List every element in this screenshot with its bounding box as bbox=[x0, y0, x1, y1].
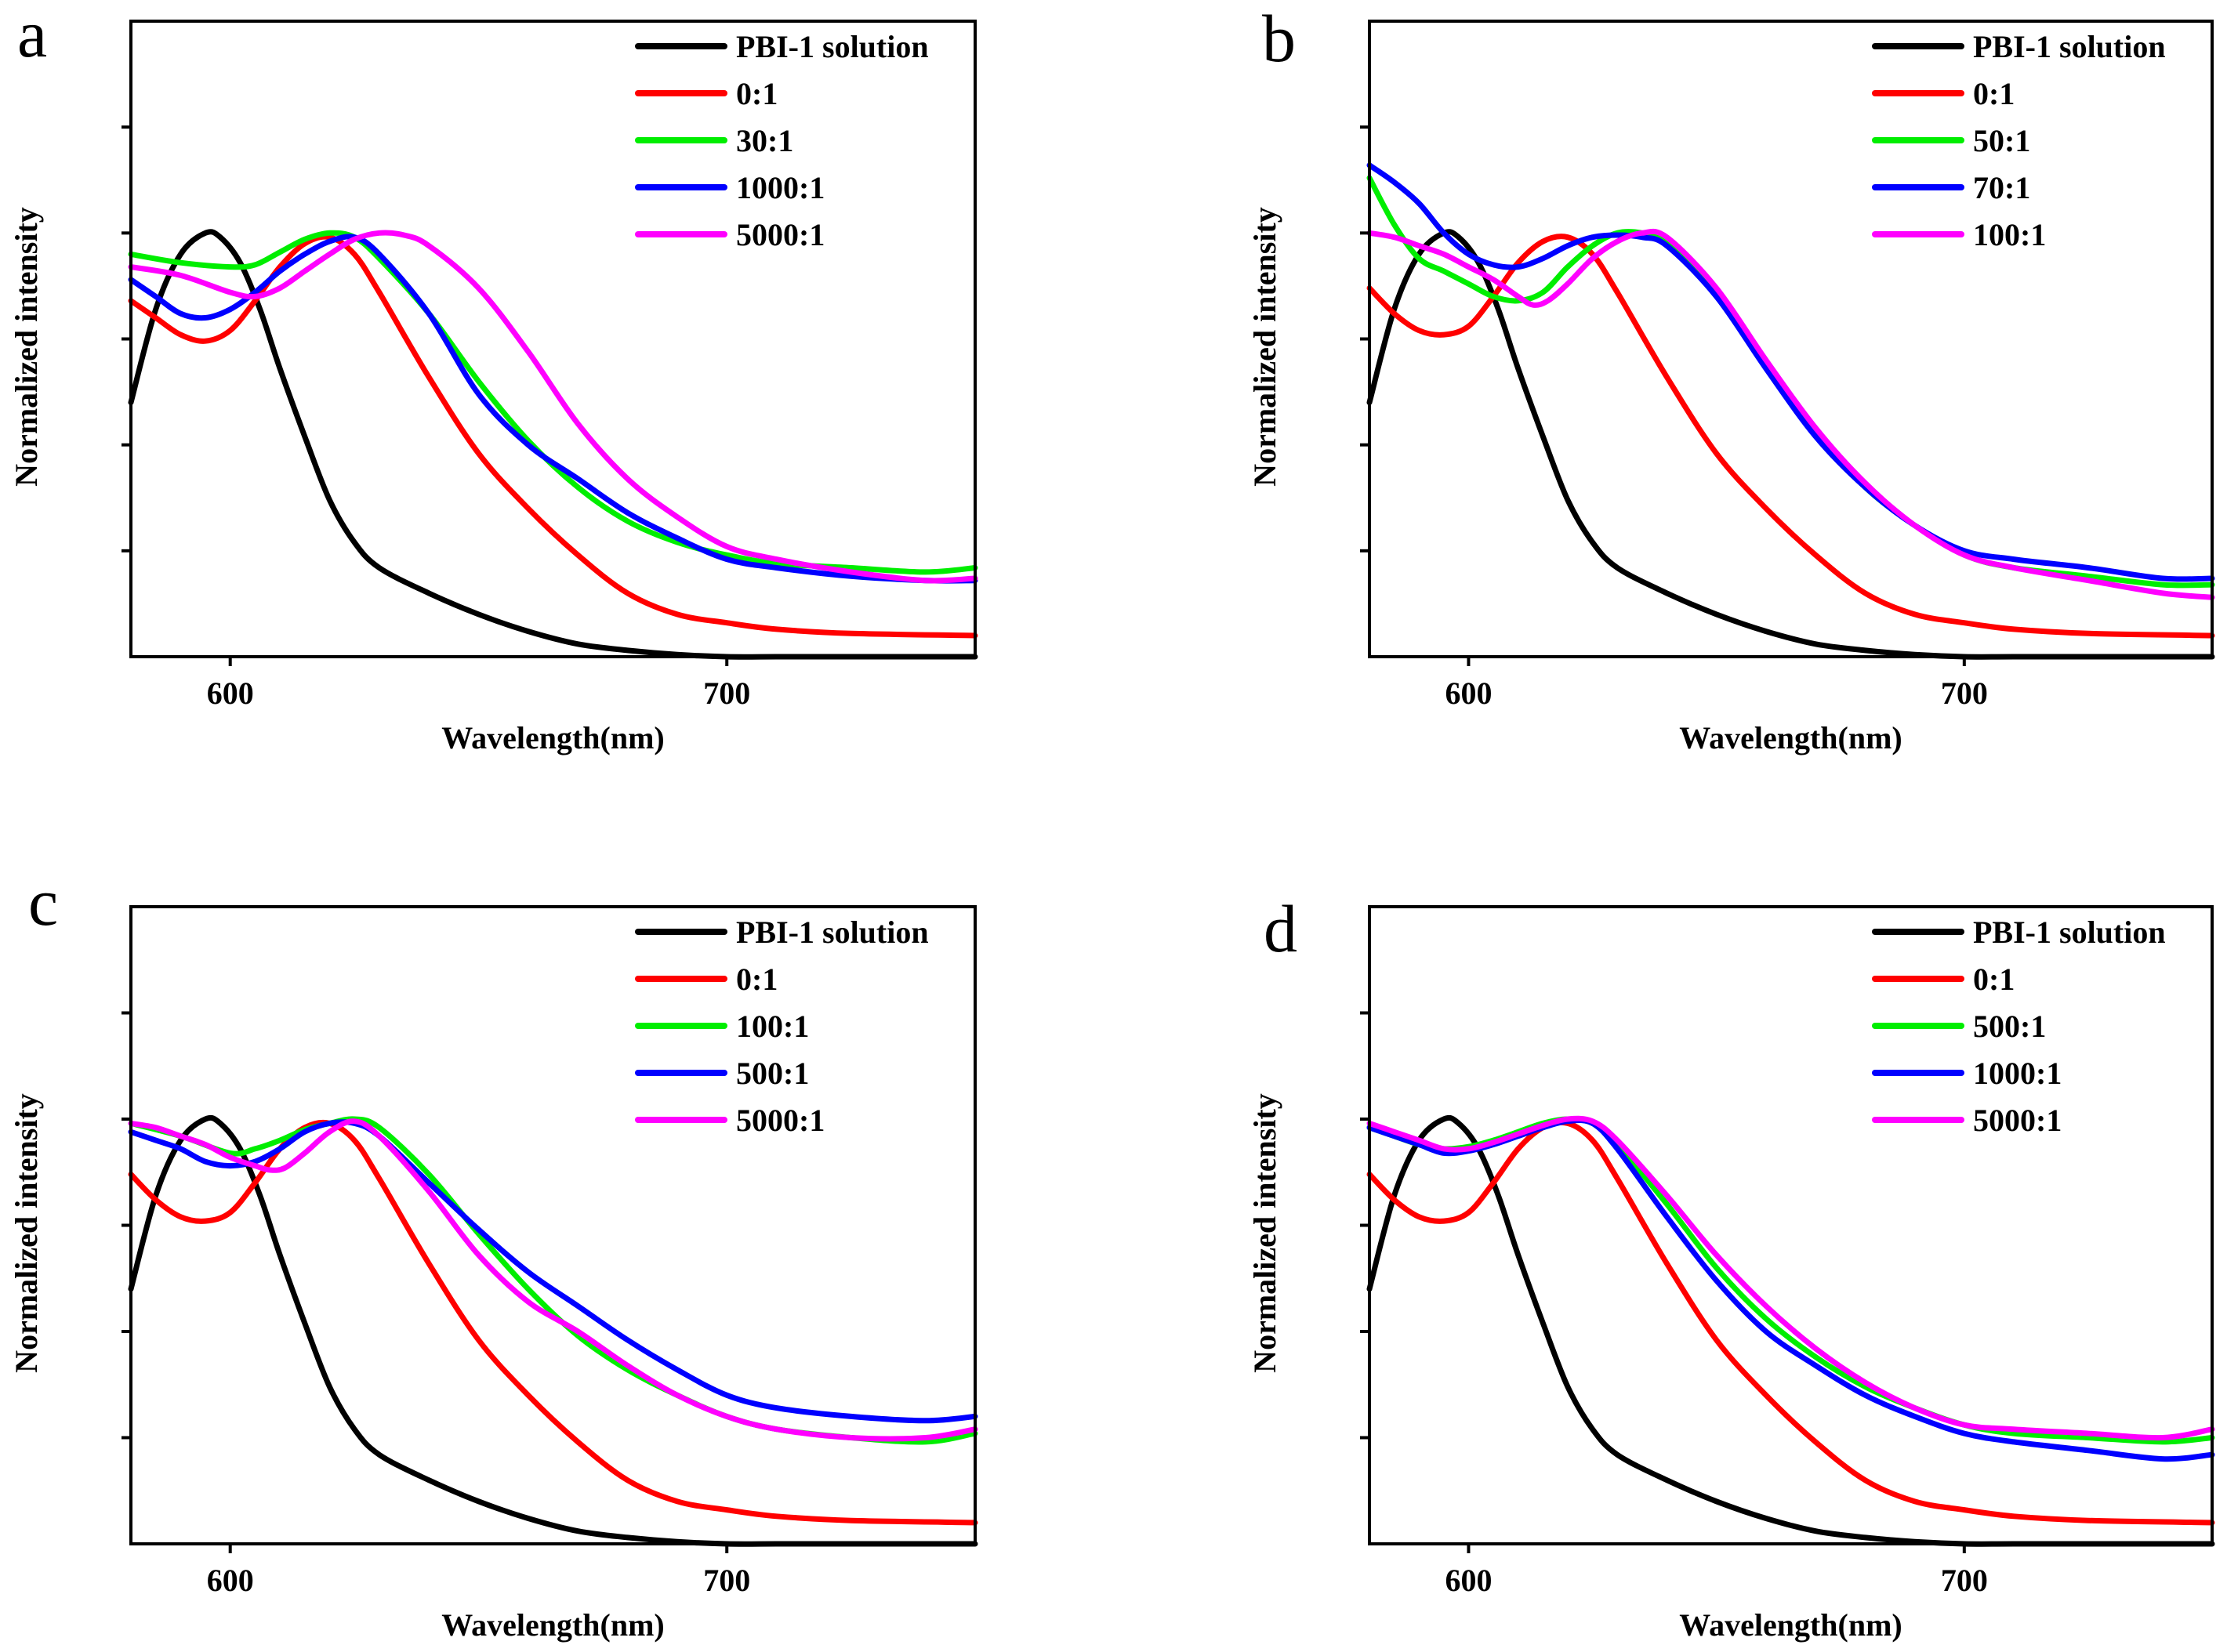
series-line-1 bbox=[128, 1119, 978, 1526]
legend-label-4: 5000:1 bbox=[736, 217, 825, 252]
series-line-3 bbox=[128, 234, 978, 584]
legend-label-2: 100:1 bbox=[736, 1009, 809, 1044]
series-line-3 bbox=[1366, 162, 2215, 582]
legend-label-2: 500:1 bbox=[1973, 1009, 2046, 1044]
legend: PBI-1 solution 0:1 500:1 1000:1 5000:1 bbox=[1872, 915, 2166, 1138]
plot-frame bbox=[129, 20, 977, 658]
panel-b: b 600 700 Wavelength(nm) Normalized intensit… bbox=[1247, 1, 2215, 755]
x-tick-label: 600 bbox=[207, 1563, 254, 1598]
series-group bbox=[1366, 162, 2215, 660]
x-tick-label: 600 bbox=[1445, 1563, 1492, 1598]
legend-label-4: 5000:1 bbox=[1973, 1103, 2062, 1138]
series-line-4 bbox=[1366, 228, 2215, 600]
legend-label-3: 500:1 bbox=[736, 1056, 809, 1091]
series-group bbox=[1366, 1114, 2215, 1547]
series-group bbox=[128, 1114, 978, 1547]
x-axis-title: Wavelength(nm) bbox=[1679, 720, 1902, 755]
series-line-2 bbox=[1366, 175, 2215, 589]
panel-letter: d bbox=[1264, 891, 1297, 966]
legend-label-3: 1000:1 bbox=[1973, 1056, 2062, 1091]
y-axis-title: Normalized intensity bbox=[1247, 207, 1282, 487]
series-line-4 bbox=[128, 230, 978, 584]
panel-c: c 600 700 Wavelength(nm) Normalized intensit… bbox=[9, 864, 978, 1643]
plot-frame bbox=[1368, 20, 2214, 658]
x-axis-title: Wavelength(nm) bbox=[441, 720, 664, 755]
x-tick-label: 600 bbox=[1445, 676, 1492, 711]
x-tick-label: 700 bbox=[1941, 1563, 1988, 1598]
legend-label-4: 100:1 bbox=[1973, 217, 2046, 252]
series-line-3 bbox=[1366, 1118, 2215, 1462]
legend-label-1: 0:1 bbox=[1973, 962, 2015, 997]
legend-label-2: 50:1 bbox=[1973, 123, 2030, 158]
legend: PBI-1 solution 0:1 100:1 500:1 5000:1 bbox=[635, 915, 929, 1138]
legend-label-0: PBI-1 solution bbox=[736, 915, 929, 950]
legend-label-1: 0:1 bbox=[736, 962, 778, 997]
series-line-1 bbox=[1366, 1119, 2215, 1526]
plot-frame bbox=[129, 905, 977, 1545]
legend: PBI-1 solution 0:1 30:1 1000:1 5000:1 bbox=[635, 29, 929, 252]
panel-letter: b bbox=[1262, 1, 1296, 76]
series-group bbox=[128, 229, 978, 660]
y-axis-title: Normalized intensity bbox=[1247, 1093, 1282, 1373]
legend-label-3: 70:1 bbox=[1973, 170, 2030, 205]
series-line-4 bbox=[128, 1118, 978, 1442]
panel-letter: a bbox=[17, 0, 47, 71]
series-line-1 bbox=[1366, 234, 2215, 639]
x-axis-title: Wavelength(nm) bbox=[441, 1607, 664, 1643]
series-line-4 bbox=[1366, 1115, 2215, 1441]
legend-label-3: 1000:1 bbox=[736, 170, 825, 205]
legend-label-1: 0:1 bbox=[1973, 76, 2015, 111]
x-tick-label: 700 bbox=[703, 1563, 750, 1598]
y-axis-title: Normalized intensity bbox=[9, 207, 44, 487]
legend-label-2: 30:1 bbox=[736, 123, 793, 158]
legend-label-0: PBI-1 solution bbox=[1973, 915, 2166, 950]
x-axis-title: Wavelength(nm) bbox=[1679, 1607, 1902, 1643]
series-line-1 bbox=[128, 234, 978, 639]
legend-label-0: PBI-1 solution bbox=[1973, 29, 2166, 64]
series-line-2 bbox=[1366, 1116, 2215, 1445]
x-tick-label: 700 bbox=[703, 676, 750, 711]
legend-label-4: 5000:1 bbox=[736, 1103, 825, 1138]
x-tick-label: 700 bbox=[1941, 676, 1988, 711]
y-axis-title: Normalized intensity bbox=[9, 1093, 44, 1373]
x-tick-label: 600 bbox=[207, 676, 254, 711]
legend-label-0: PBI-1 solution bbox=[736, 29, 929, 64]
panel-d: d 600 700 Wavelength(nm) Normalized intensit… bbox=[1247, 891, 2215, 1643]
series-line-3 bbox=[128, 1119, 978, 1424]
panel-a: a 600 700 Wavelength(nm) Normalized intensit… bbox=[9, 0, 978, 755]
legend-label-1: 0:1 bbox=[736, 76, 778, 111]
series-line-2 bbox=[128, 230, 978, 575]
panel-letter: c bbox=[28, 864, 58, 940]
legend: PBI-1 solution 0:1 50:1 70:1 100:1 bbox=[1872, 29, 2166, 252]
